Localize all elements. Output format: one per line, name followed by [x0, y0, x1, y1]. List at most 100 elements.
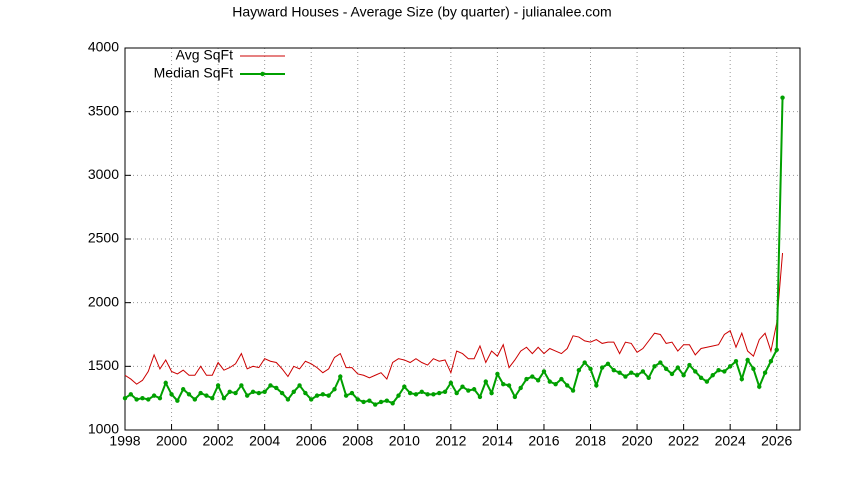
data-point: [506, 383, 512, 388]
y-tick-label: 2000: [88, 293, 119, 309]
data-point: [524, 376, 529, 382]
data-point: [501, 381, 506, 387]
chart-title: Hayward Houses - Average Size (by quarte…: [232, 4, 611, 20]
data-point: [745, 357, 750, 363]
data-point: [716, 367, 721, 373]
y-tick-label: 3000: [88, 166, 119, 182]
y-tick-label: 1000: [88, 421, 119, 437]
data-point: [663, 366, 669, 372]
data-point: [477, 394, 483, 400]
data-point: [268, 383, 273, 388]
data-point: [518, 385, 523, 391]
data-point: [349, 390, 355, 396]
plot-border: [124, 47, 801, 431]
data-point: [407, 390, 413, 396]
data-point: [210, 395, 215, 401]
data-point: [727, 364, 733, 369]
data-point: [704, 379, 710, 384]
data-point: [157, 395, 163, 401]
data-point: [675, 365, 681, 370]
data-point: [722, 369, 727, 374]
data-point: [274, 385, 279, 391]
data-point: [681, 373, 686, 378]
data-point: [221, 395, 227, 401]
data-point: [739, 376, 745, 382]
data-point: [693, 369, 698, 374]
data-point: [431, 392, 436, 397]
data-point: [343, 393, 349, 398]
y-tick-label: 2500: [88, 230, 119, 246]
data-point: [599, 365, 605, 370]
data-point: [250, 389, 256, 394]
data-point: [419, 389, 424, 394]
x-tick-label: 2012: [435, 433, 466, 449]
data-point: [623, 374, 628, 379]
data-point: [780, 95, 785, 100]
data-point: [163, 380, 168, 386]
data-point: [582, 360, 587, 365]
data-point: [244, 393, 250, 398]
x-tick-label: 1998: [109, 433, 140, 449]
y-tick-label: 3500: [88, 102, 119, 118]
data-point: [227, 389, 232, 394]
data-point: [658, 360, 663, 365]
x-tick-label: 2016: [528, 433, 559, 449]
data-point: [512, 394, 518, 400]
legend-label: Median SqFt: [154, 65, 233, 81]
data-point: [186, 392, 192, 397]
data-point: [291, 389, 296, 394]
data-point: [180, 387, 186, 392]
data-point: [146, 397, 151, 402]
x-tick-label: 2022: [668, 433, 699, 449]
data-point: [762, 370, 768, 375]
data-point: [198, 390, 203, 396]
data-point: [733, 359, 739, 364]
data-point: [466, 388, 471, 393]
data-point: [646, 375, 651, 380]
data-point: [413, 392, 419, 397]
data-point: [256, 390, 262, 396]
data-point: [489, 390, 494, 396]
data-point: [233, 390, 238, 396]
data-point: [617, 370, 622, 375]
data-point: [169, 392, 174, 397]
data-point: [338, 374, 343, 379]
data-point: [355, 397, 360, 402]
data-line: [124, 252, 784, 385]
y-tick-label: 1500: [88, 357, 119, 373]
data-point: [151, 393, 157, 398]
data-point: [454, 390, 459, 396]
data-point: [425, 392, 430, 397]
data-point: [175, 398, 180, 403]
data-point: [448, 380, 454, 386]
data-point: [634, 373, 640, 378]
data-point: [535, 378, 541, 383]
data-point: [437, 390, 442, 396]
data-point: [710, 373, 715, 378]
y-tick-label: 4000: [88, 39, 119, 55]
data-point: [687, 362, 692, 368]
data-point: [629, 370, 634, 375]
data-point: [640, 369, 646, 374]
data-point: [442, 389, 448, 394]
data-point: [553, 381, 558, 387]
data-point: [297, 383, 302, 388]
x-tick-label: 2020: [621, 433, 652, 449]
data-point: [390, 401, 395, 406]
data-point: [768, 359, 774, 364]
data-point: [204, 393, 209, 398]
data-point: [279, 390, 285, 396]
data-point: [303, 390, 308, 396]
data-point: [361, 399, 366, 405]
x-tick-label: 2014: [482, 433, 513, 449]
data-point: [332, 387, 337, 392]
data-point: [460, 384, 465, 389]
x-tick-label: 2006: [296, 433, 327, 449]
data-point: [320, 392, 326, 397]
data-point: [588, 366, 593, 372]
data-point: [128, 392, 134, 397]
data-point: [547, 379, 552, 384]
data-point: [541, 369, 547, 374]
